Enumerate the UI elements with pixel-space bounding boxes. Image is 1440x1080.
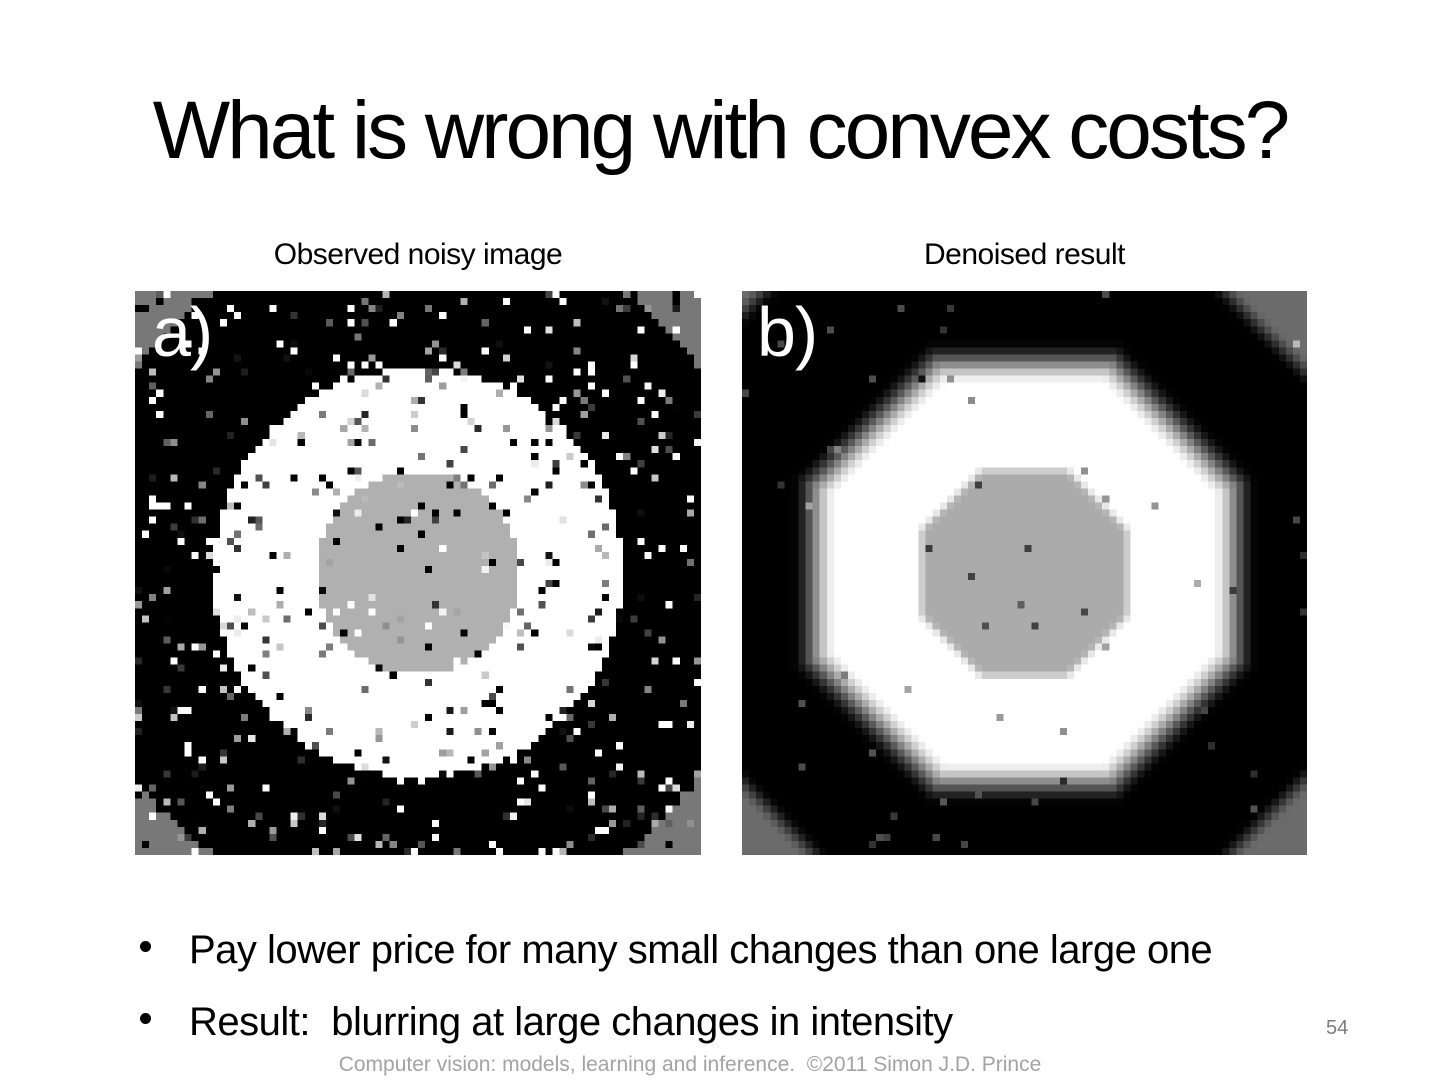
page-number: 54 <box>1326 1017 1349 1039</box>
bullet-item: Pay lower price for many small changes t… <box>140 926 1213 974</box>
bullet-dot-icon <box>140 941 151 952</box>
bullet-item: Result: blurring at large changes in int… <box>140 998 953 1046</box>
bullet-dot-icon <box>140 1013 151 1024</box>
slide-title: What is wrong with convex costs? <box>152 85 1290 176</box>
bullet-text: Pay lower price for many small changes t… <box>189 928 1213 972</box>
footer-credit: Computer vision: models, learning and in… <box>338 1053 1042 1076</box>
figure-b-label: b) <box>757 293 818 371</box>
bullet-text: Result: blurring at large changes in int… <box>189 1000 953 1044</box>
figure-caption-observed: Observed noisy image <box>273 238 563 271</box>
denoised-image-canvas <box>742 291 1307 855</box>
figure-a-label: a) <box>152 293 213 371</box>
noisy-image-canvas <box>135 291 701 855</box>
figure-caption-denoised: Denoised result <box>924 238 1125 271</box>
